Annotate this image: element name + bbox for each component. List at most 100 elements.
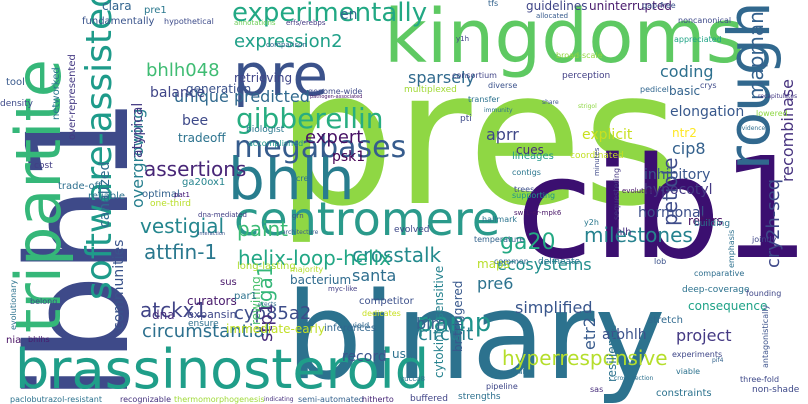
- word-strigol: strigol: [578, 103, 597, 110]
- word-non-shade: non-shade: [752, 385, 800, 395]
- word-gibberellin: gibberellin: [236, 102, 384, 135]
- word-ga20ox1: ga20ox1: [182, 177, 226, 188]
- word-bhlhs: bhlhs: [28, 335, 50, 344]
- word-evidence: evidence: [738, 125, 766, 132]
- word-guidelines: guidelines: [526, 0, 588, 13]
- word-consortium: consortium: [452, 71, 497, 80]
- word-hallmark: hallmark: [482, 215, 518, 224]
- word-hormonal: hormonal: [638, 205, 705, 221]
- word-jointly: jointly: [752, 235, 777, 244]
- word-attfin-1: attfin-1: [144, 240, 218, 264]
- word-genome-wide: genome-wide: [308, 87, 363, 96]
- word-cre: cre: [296, 174, 309, 183]
- word-pat1: pat1: [174, 191, 190, 199]
- word-erects: erects: [258, 301, 277, 308]
- word-building: building: [694, 219, 731, 229]
- word-semi-automated: semi-automated: [298, 395, 364, 404]
- word-refers: refers: [688, 214, 723, 228]
- word-pti: pti: [460, 114, 472, 124]
- word-diverse: diverse: [488, 81, 518, 90]
- word-cost: cost: [34, 161, 53, 171]
- word-gap-free: gap-free: [642, 1, 676, 10]
- word-communities: communities: [111, 239, 127, 330]
- word-lob: lob: [654, 257, 667, 266]
- word-basic: basic: [669, 84, 701, 98]
- word-founding: founding: [746, 289, 782, 298]
- word-vestigial: vestigial: [140, 214, 225, 238]
- word-yucca8: yucca8: [400, 375, 426, 383]
- word-cyp85a2: cyp85a2: [234, 303, 312, 324]
- word-dna: dna: [152, 308, 175, 322]
- word-majority: majority: [290, 265, 324, 274]
- word-centromere: centromere: [234, 192, 501, 246]
- word-appreciated: appreciated: [674, 35, 722, 44]
- word-biologist: biologist: [246, 125, 285, 135]
- word-networked: networked: [51, 67, 62, 120]
- word-y2h: y2h: [584, 218, 599, 227]
- word-pathogen-associated: pathogen-associated: [310, 94, 363, 100]
- word-santa: santa: [352, 266, 397, 285]
- word-curators: curators: [187, 294, 237, 308]
- word-recognizable: recognizable: [120, 395, 172, 404]
- word-evolution: evolution: [622, 187, 655, 195]
- word-pre6: pre6: [477, 274, 514, 293]
- word-usa: usa: [392, 347, 414, 361]
- word-swi1-er-mpk6: swi1-er-mpk6: [514, 209, 562, 217]
- word-viable: viable: [676, 367, 701, 376]
- word-uninterrupted: uninterrupted: [589, 0, 672, 13]
- word-optimal: optimal: [142, 189, 180, 200]
- word-dna-mediated: dna-mediated: [198, 211, 247, 219]
- word-helix-loop-helix: helix-loop-helix: [238, 246, 392, 270]
- word-elongation: elongation: [670, 104, 745, 120]
- word-architecture: architecture: [282, 229, 319, 236]
- word-expression2: expression2: [234, 31, 343, 52]
- word-bacterium: bacterium: [290, 273, 352, 287]
- word-simplified: simplified: [515, 298, 593, 317]
- word-over-represented: over-represented: [67, 54, 78, 140]
- word-paint: paint: [237, 217, 289, 241]
- word-transfer: transfer: [468, 95, 500, 104]
- word-kingdoms: kingdoms: [384, 0, 745, 80]
- word-pedicel: pedicel: [640, 85, 669, 94]
- word-evolutionary: evolutionary: [9, 279, 18, 330]
- word-comparative: comparative: [694, 269, 745, 278]
- word-deep-coverage: deep-coverage: [682, 285, 750, 295]
- word-sus: sus: [220, 277, 237, 288]
- word-pipeline: pipeline: [486, 382, 518, 391]
- word-project: project: [676, 326, 732, 345]
- word-inferences: inferences: [324, 323, 377, 334]
- word-common: common: [494, 257, 529, 266]
- word-cues: cues: [516, 143, 544, 157]
- word-bim: bim: [416, 314, 447, 333]
- word-buffered: buffered: [410, 394, 448, 404]
- word-recapitulates: recapitulates: [758, 93, 798, 100]
- word-allocated: allocated: [536, 12, 569, 20]
- word-cib1: cib1: [516, 128, 808, 291]
- word-tfs: tfs: [488, 0, 499, 8]
- word-expert: expert: [305, 127, 364, 148]
- word-hlh: hlh: [616, 227, 632, 238]
- word-ensure: ensure: [188, 319, 219, 329]
- word-trees: trees: [514, 185, 535, 194]
- word-perception: perception: [562, 71, 611, 81]
- word-fundamentally: fundamentally: [82, 16, 155, 27]
- word-brassinosteroid: brassinosteroid: [15, 338, 429, 401]
- word-thermomorphogenesis: thermomorphogenesis: [174, 395, 265, 404]
- word-belong: belong: [30, 297, 58, 306]
- word-emphasis: emphasis: [727, 229, 736, 268]
- word-pres: pres: [276, 30, 680, 248]
- word-sequestering: sequestering: [612, 167, 621, 220]
- word-psk1: psk1: [332, 149, 366, 165]
- word-ntr2: ntr2: [672, 126, 697, 140]
- word-immediate-early: immediate-early: [226, 322, 325, 336]
- word-lowered: lowered: [756, 109, 788, 118]
- word-pif4: pif4: [712, 357, 724, 364]
- word-coding: coding: [660, 62, 714, 81]
- word-share: share: [542, 99, 559, 106]
- word-sas: sas: [590, 385, 604, 394]
- word-atbhlh: atbhlh: [602, 327, 647, 343]
- word-lineages: lineages: [512, 151, 554, 162]
- word-binary: binary: [286, 268, 666, 404]
- word-annotations: annotations: [234, 19, 276, 27]
